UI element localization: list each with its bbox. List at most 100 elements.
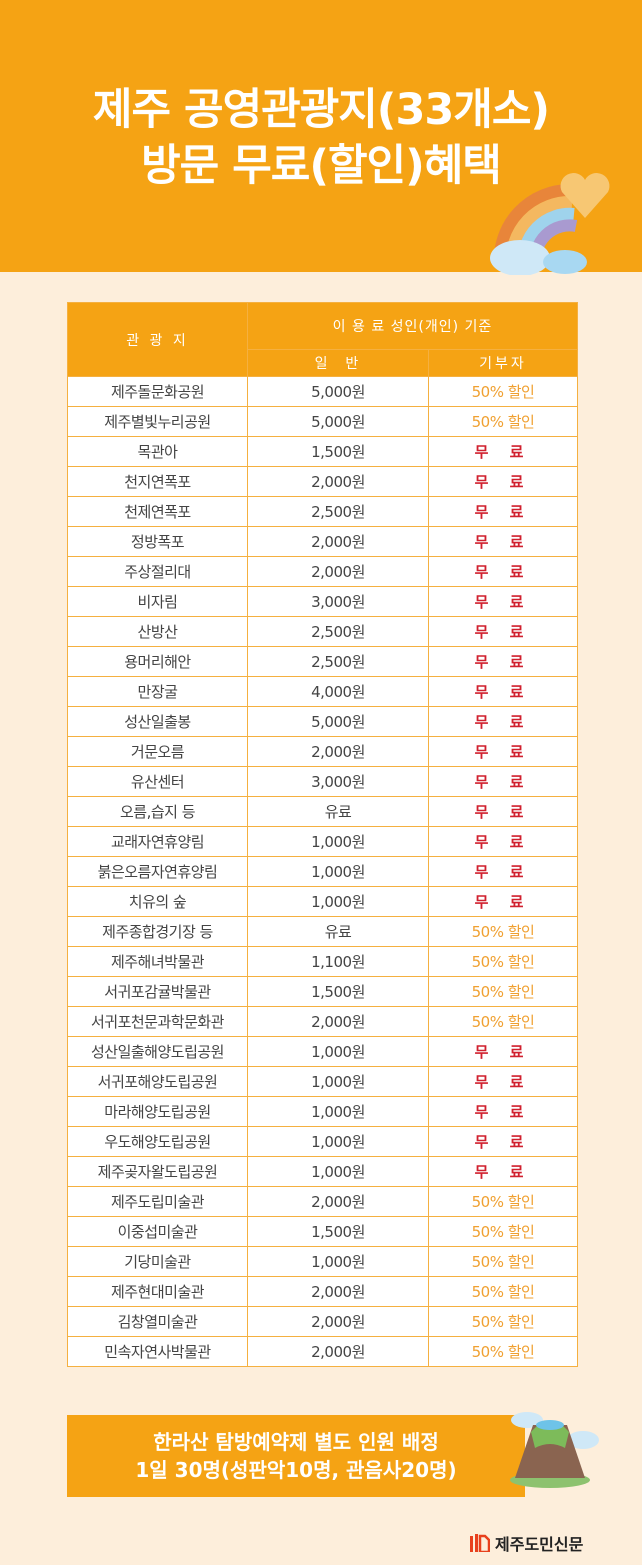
general-fee-cell: 4,000원 xyxy=(247,676,429,707)
page-title: 제주 공영관광지(33개소) 방문 무료(할인)혜택 xyxy=(0,82,642,194)
general-fee-cell: 1,000원 xyxy=(247,856,429,887)
place-cell: 정방폭포 xyxy=(67,526,248,557)
general-fee-cell: 1,100원 xyxy=(247,946,429,977)
general-fee-cell: 5,000원 xyxy=(247,706,429,737)
general-fee-cell: 1,500원 xyxy=(247,976,429,1007)
table-row: 용머리해안 2,500원 무 료 xyxy=(67,646,578,677)
donor-fee-cell: 50% 할인 xyxy=(428,1216,578,1247)
donor-fee-cell: 50% 할인 xyxy=(428,916,578,947)
donor-fee-cell: 무 료 xyxy=(428,796,578,827)
table-row: 우도해양도립공원 1,000원 무 료 xyxy=(67,1126,578,1157)
donor-fee-cell: 50% 할인 xyxy=(428,1246,578,1277)
title-line-2: 방문 무료(할인)혜택 xyxy=(141,141,502,191)
general-fee-cell: 유료 xyxy=(247,796,429,827)
general-fee-cell: 1,000원 xyxy=(247,1156,429,1187)
table-row: 붉은오름자연휴양림 1,000원 무 료 xyxy=(67,856,578,887)
notice-line-1: 한라산 탐방예약제 별도 인원 배정 xyxy=(153,1430,439,1454)
donor-fee-cell: 무 료 xyxy=(428,706,578,737)
place-cell: 서귀포해양도립공원 xyxy=(67,1066,248,1097)
place-cell: 제주현대미술관 xyxy=(67,1276,248,1307)
logo-text: 제주도민신문 xyxy=(495,1535,584,1554)
general-fee-cell: 2,000원 xyxy=(247,466,429,497)
table-row: 거문오름 2,000원 무 료 xyxy=(67,736,578,767)
place-cell: 성산일출해양도립공원 xyxy=(67,1036,248,1067)
table-row: 만장굴 4,000원 무 료 xyxy=(67,676,578,707)
title-line-1: 제주 공영관광지(33개소) xyxy=(92,85,550,135)
column-header-place: 관 광 지 xyxy=(67,302,248,377)
place-cell: 용머리해안 xyxy=(67,646,248,677)
donor-fee-cell: 무 료 xyxy=(428,766,578,797)
general-fee-cell: 2,500원 xyxy=(247,646,429,677)
donor-fee-cell: 무 료 xyxy=(428,1036,578,1067)
table-row: 천제연폭포 2,500원 무 료 xyxy=(67,496,578,527)
general-fee-cell: 2,500원 xyxy=(247,496,429,527)
general-fee-cell: 1,000원 xyxy=(247,1036,429,1067)
table-row: 서귀포감귤박물관 1,500원 50% 할인 xyxy=(67,976,578,1007)
general-fee-cell: 2,000원 xyxy=(247,1336,429,1367)
donor-fee-cell: 50% 할인 xyxy=(428,376,578,407)
general-fee-cell: 2,000원 xyxy=(247,1186,429,1217)
general-fee-cell: 1,000원 xyxy=(247,1246,429,1277)
general-fee-cell: 2,500원 xyxy=(247,616,429,647)
table-row: 오름,습지 등 유료 무 료 xyxy=(67,796,578,827)
general-fee-cell: 3,000원 xyxy=(247,586,429,617)
table-row: 서귀포해양도립공원 1,000원 무 료 xyxy=(67,1066,578,1097)
donor-fee-cell: 무 료 xyxy=(428,586,578,617)
general-fee-cell: 5,000원 xyxy=(247,406,429,437)
table-row: 이중섭미술관 1,500원 50% 할인 xyxy=(67,1216,578,1247)
general-fee-cell: 1,000원 xyxy=(247,1096,429,1127)
column-header-fee-group: 이 용 료 성인(개인) 기준 xyxy=(247,302,578,350)
place-cell: 목관아 xyxy=(67,436,248,467)
table-row: 마라해양도립공원 1,000원 무 료 xyxy=(67,1096,578,1127)
donor-fee-cell: 무 료 xyxy=(428,646,578,677)
place-cell: 치유의 숲 xyxy=(67,886,248,917)
table-row: 성산일출봉 5,000원 무 료 xyxy=(67,706,578,737)
donor-fee-cell: 무 료 xyxy=(428,616,578,647)
place-cell: 만장굴 xyxy=(67,676,248,707)
general-fee-cell: 2,000원 xyxy=(247,556,429,587)
place-cell: 천제연폭포 xyxy=(67,496,248,527)
general-fee-cell: 1,500원 xyxy=(247,1216,429,1247)
table-row: 유산센터 3,000원 무 료 xyxy=(67,766,578,797)
donor-fee-cell: 50% 할인 xyxy=(428,946,578,977)
donor-fee-cell: 무 료 xyxy=(428,736,578,767)
donor-fee-cell: 무 료 xyxy=(428,556,578,587)
place-cell: 교래자연휴양림 xyxy=(67,826,248,857)
general-fee-cell: 3,000원 xyxy=(247,766,429,797)
general-fee-cell: 1,000원 xyxy=(247,1066,429,1097)
table-row: 김창열미술관 2,000원 50% 할인 xyxy=(67,1306,578,1337)
general-fee-cell: 2,000원 xyxy=(247,1276,429,1307)
general-fee-cell: 1,500원 xyxy=(247,436,429,467)
table-row: 천지연폭포 2,000원 무 료 xyxy=(67,466,578,497)
table-row: 산방산 2,500원 무 료 xyxy=(67,616,578,647)
logo-mark-icon xyxy=(470,1534,490,1552)
place-cell: 제주곶자왈도립공원 xyxy=(67,1156,248,1187)
table-row: 제주별빛누리공원 5,000원 50% 할인 xyxy=(67,406,578,437)
general-fee-cell: 5,000원 xyxy=(247,376,429,407)
donor-fee-cell: 무 료 xyxy=(428,526,578,557)
place-cell: 이중섭미술관 xyxy=(67,1216,248,1247)
place-cell: 마라해양도립공원 xyxy=(67,1096,248,1127)
table-row: 주상절리대 2,000원 무 료 xyxy=(67,556,578,587)
table-row: 제주곶자왈도립공원 1,000원 무 료 xyxy=(67,1156,578,1187)
table-row: 치유의 숲 1,000원 무 료 xyxy=(67,886,578,917)
table-row: 민속자연사박물관 2,000원 50% 할인 xyxy=(67,1336,578,1367)
header-banner: 제주 공영관광지(33개소) 방문 무료(할인)혜택 xyxy=(0,0,642,275)
table-row: 제주돌문화공원 5,000원 50% 할인 xyxy=(67,376,578,407)
column-header-general: 일 반 xyxy=(247,349,429,377)
general-fee-cell: 1,000원 xyxy=(247,1126,429,1157)
general-fee-cell: 1,000원 xyxy=(247,826,429,857)
donor-fee-cell: 무 료 xyxy=(428,826,578,857)
general-fee-cell: 2,000원 xyxy=(247,1306,429,1337)
donor-fee-cell: 무 료 xyxy=(428,1156,578,1187)
donor-fee-cell: 50% 할인 xyxy=(428,1186,578,1217)
place-cell: 유산센터 xyxy=(67,766,248,797)
place-cell: 제주별빛누리공원 xyxy=(67,406,248,437)
place-cell: 제주도립미술관 xyxy=(67,1186,248,1217)
table-row: 기당미술관 1,000원 50% 할인 xyxy=(67,1246,578,1277)
place-cell: 붉은오름자연휴양림 xyxy=(67,856,248,887)
place-cell: 서귀포감귤박물관 xyxy=(67,976,248,1007)
donor-fee-cell: 무 료 xyxy=(428,436,578,467)
place-cell: 주상절리대 xyxy=(67,556,248,587)
table-row: 교래자연휴양림 1,000원 무 료 xyxy=(67,826,578,857)
